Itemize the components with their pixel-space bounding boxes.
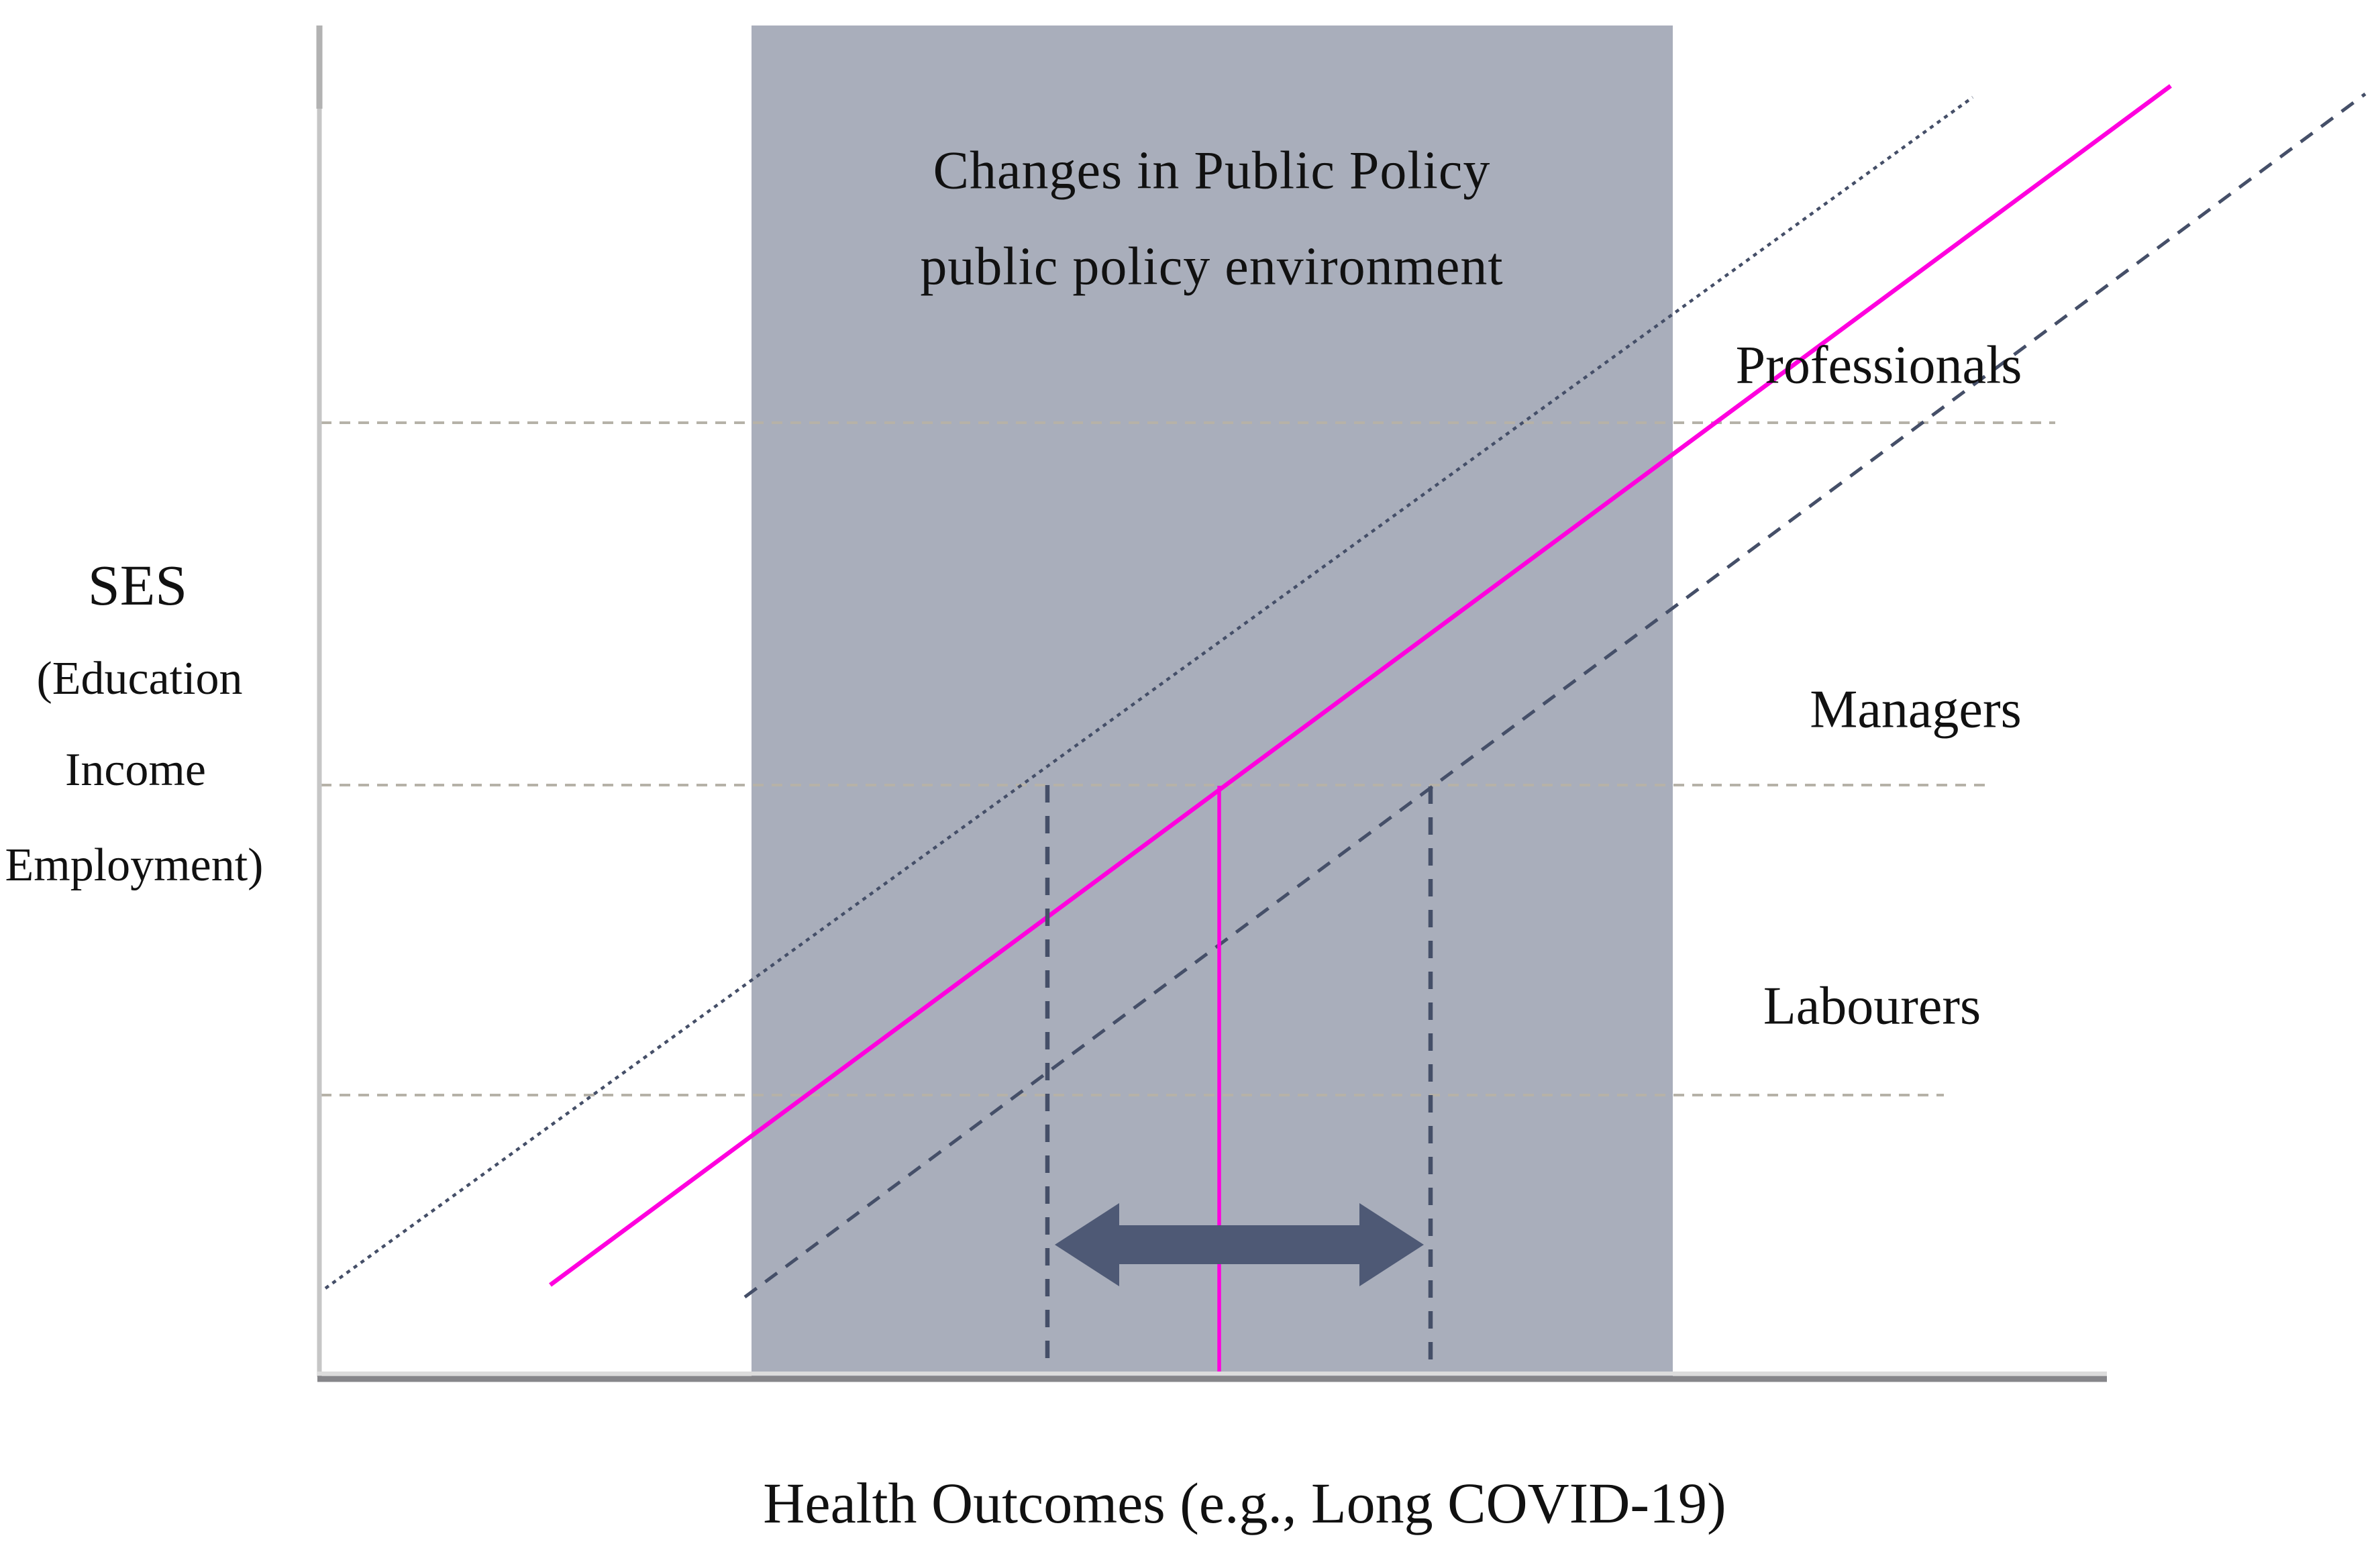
- policy-change-band: [752, 25, 1673, 1379]
- x-axis-title: Health Outcomes (e.g., Long COVID-19): [763, 1471, 1726, 1535]
- y-axis-subtitle-education: (Education: [36, 653, 243, 705]
- band-title-line2: public policy environment: [920, 237, 1504, 297]
- level-label-professionals: Professionals: [1735, 336, 2022, 395]
- band-title-line1: Changes in Public Policy: [933, 141, 1491, 201]
- y-axis-title: SES: [87, 553, 188, 617]
- level-label-labourers: Labourers: [1763, 976, 1981, 1036]
- y-axis-subtitle-income: Income: [65, 744, 206, 796]
- level-label-managers: Managers: [1810, 680, 2022, 739]
- dotted-navy-gradient-line: [324, 96, 1974, 1290]
- solid-magenta-gradient-line: [549, 84, 2172, 1287]
- double-arrow: [1055, 1203, 1424, 1286]
- dashed-navy-gradient-line: [743, 92, 2367, 1299]
- y-axis-subtitle-employment: Employment): [5, 839, 264, 891]
